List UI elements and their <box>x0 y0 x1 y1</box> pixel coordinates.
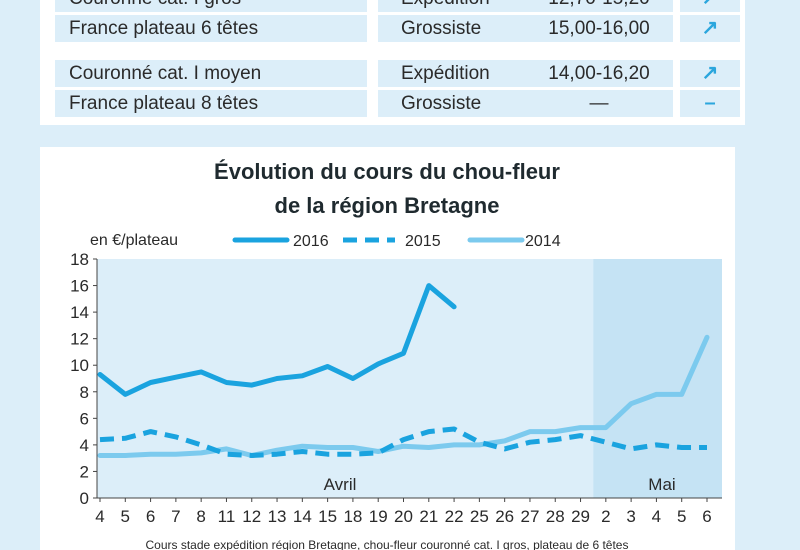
chart-title-line2: de la région Bretagne <box>275 193 500 218</box>
trend-icon: ↗ <box>680 0 740 12</box>
x-tick-label: 7 <box>171 507 180 526</box>
x-tick-label: 27 <box>520 507 539 526</box>
price-cell: 14,00-16,20 <box>525 60 673 87</box>
price-chart: Évolution du cours du chou-fleur de la r… <box>70 159 722 550</box>
y-tick-label: 18 <box>70 250 89 269</box>
x-tick-label: 3 <box>626 507 635 526</box>
x-tick-label: 29 <box>571 507 590 526</box>
table-row: Couronné cat. I gros Expédition12,70-15,2… <box>40 0 745 15</box>
chart-title-line1: Évolution du cours du chou-fleur <box>214 159 560 184</box>
trend-icon: ↗ <box>680 15 740 42</box>
y-tick-label: 16 <box>70 277 89 296</box>
x-tick-label: 19 <box>369 507 388 526</box>
y-tick-label: 10 <box>70 356 89 375</box>
y-tick-label: 4 <box>80 436 89 455</box>
x-tick-label: 20 <box>394 507 413 526</box>
x-tick-label: 12 <box>242 507 261 526</box>
y-tick-label: 8 <box>80 383 89 402</box>
x-tick-label: 26 <box>495 507 514 526</box>
product-cell: Couronné cat. I moyen <box>55 60 367 87</box>
price-cell: 12,70-15,20 <box>525 0 673 12</box>
trend-icon: ↗ <box>680 60 740 87</box>
stage-cell: Grossiste <box>378 90 543 117</box>
series-line-2015 <box>99 426 707 458</box>
price-cell: — <box>525 90 673 117</box>
x-tick-label: 28 <box>546 507 565 526</box>
x-tick-label: 6 <box>146 507 155 526</box>
stage-cell: Grossiste <box>378 15 543 42</box>
table-row: France plateau 8 têtes Grossiste — – <box>40 90 745 120</box>
x-tick-label: 15 <box>318 507 337 526</box>
series-line-2016 <box>97 283 457 397</box>
x-tick-label: 6 <box>702 507 711 526</box>
stage-cell: Expédition <box>378 60 543 87</box>
chart-panel: Évolution du cours du chou-fleur de la r… <box>40 147 735 550</box>
x-tick-label: 8 <box>196 507 205 526</box>
month-label: Mai <box>648 475 675 494</box>
chart-note: Cours stade expédition région Bretagne, … <box>146 538 629 550</box>
trend-icon: – <box>680 90 740 117</box>
x-tick-label: 13 <box>268 507 287 526</box>
x-tick-label: 22 <box>445 507 464 526</box>
legend-label-2015: 2015 <box>405 233 441 250</box>
legend-label-2016: 2016 <box>293 233 329 250</box>
y-tick-label: 2 <box>80 462 89 481</box>
product-cell: Couronné cat. I gros <box>55 0 367 12</box>
x-tick-label: 25 <box>470 507 489 526</box>
product-cell: France plateau 8 têtes <box>55 90 367 117</box>
x-tick-label: 5 <box>121 507 130 526</box>
y-tick-label: 14 <box>70 303 89 322</box>
y-tick-label: 6 <box>80 409 89 428</box>
x-tick-label: 4 <box>652 507 661 526</box>
unit-label: en €/plateau <box>90 232 178 249</box>
product-cell: France plateau 6 têtes <box>55 15 367 42</box>
price-table: Couronné cat. I grosExpédition12,70-15,2… <box>40 0 745 125</box>
legend-label-2014: 2014 <box>525 233 561 250</box>
y-tick-label: 0 <box>80 489 89 508</box>
x-tick-label: 14 <box>293 507 312 526</box>
y-tick-label: 12 <box>70 330 89 349</box>
month-band-mai <box>593 259 722 498</box>
x-tick-label: 4 <box>95 507 104 526</box>
x-tick-label: 5 <box>677 507 686 526</box>
month-label: Avril <box>324 475 357 494</box>
stage-cell: Expédition <box>378 0 543 12</box>
x-tick-label: 2 <box>601 507 610 526</box>
table-row: France plateau 6 têtes Grossiste 15,00-16,… <box>40 15 745 45</box>
legend: 2016 2015 2014 <box>232 233 561 250</box>
table-row: Couronné cat. I moyen Expédition 14,00-16,… <box>40 60 745 90</box>
series-line-2014 <box>97 334 710 458</box>
x-tick-label: 11 <box>218 507 236 526</box>
price-cell: 15,00-16,00 <box>525 15 673 42</box>
x-tick-label: 18 <box>343 507 362 526</box>
x-tick-label: 21 <box>419 507 438 526</box>
